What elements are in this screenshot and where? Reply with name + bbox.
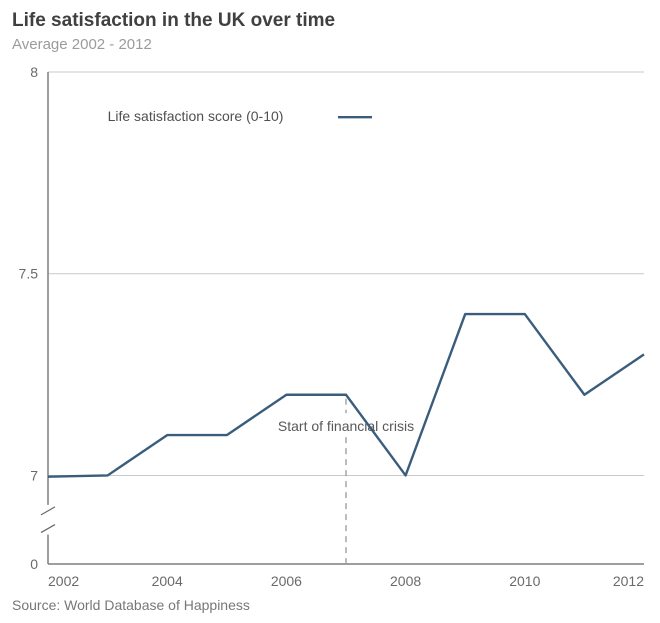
x-tick-label: 2010 bbox=[509, 573, 540, 589]
legend-label: Life satisfaction score (0-10) bbox=[108, 108, 284, 124]
x-tick-label: 2006 bbox=[271, 573, 302, 589]
y-tick-label: 0 bbox=[30, 556, 38, 572]
x-tick-label: 2008 bbox=[390, 573, 421, 589]
x-tick-label: 2004 bbox=[152, 573, 183, 589]
y-tick-label: 8 bbox=[30, 64, 38, 80]
x-tick-label: 2012 bbox=[613, 573, 644, 589]
y-tick-label: 7 bbox=[30, 467, 38, 483]
y-tick-label: 7.5 bbox=[19, 266, 39, 282]
chart-plot: 0 7 7.5 8 2002 2004 2006 2008 2010 2012 Start of f… bbox=[0, 0, 660, 612]
annotation-label: Start of financial crisis bbox=[278, 418, 414, 434]
x-tick-label: 2002 bbox=[48, 573, 79, 589]
